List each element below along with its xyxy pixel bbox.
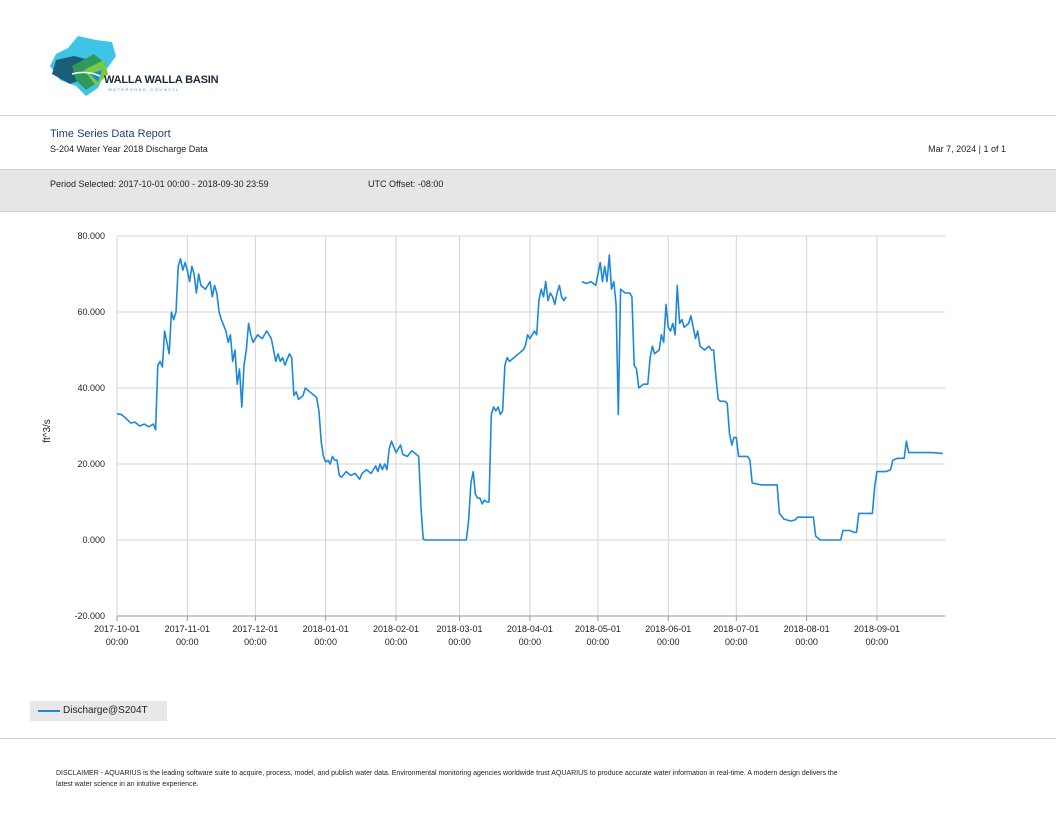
x-tick-label: 2018-08-01 — [784, 624, 830, 634]
x-tick-time: 00:00 — [795, 637, 818, 647]
x-tick-label: 2018-09-01 — [854, 624, 900, 634]
report-date: Mar 7, 2024 | 1 of 1 — [928, 144, 1006, 154]
disclaimer: DISCLAIMER - AQUARIUS is the leading sof… — [56, 770, 838, 788]
x-tick-time: 00:00 — [519, 637, 542, 647]
period-selected: Period Selected: 2017-10-01 00:00 - 2018… — [50, 179, 269, 189]
discharge-series-line — [116, 257, 567, 541]
x-tick-time: 00:00 — [725, 637, 748, 647]
x-tick-time: 00:00 — [385, 637, 408, 647]
discharge-chart: -20.000 0.000 20.000 40.000 60.000 80.000 201… — [42, 231, 945, 647]
y-tick-label: -20.000 — [74, 611, 105, 621]
x-tick-label: 2017-12-01 — [232, 624, 278, 634]
report-subtitle: S-204 Water Year 2018 Discharge Data — [50, 144, 208, 154]
report-title: Time Series Data Report — [50, 128, 171, 140]
logo-text: WALLA WALLA BASIN — [104, 74, 219, 86]
y-tick-label: 60.000 — [77, 307, 105, 317]
y-tick-label: 80.000 — [77, 231, 105, 241]
y-axis-label: ft^3/s — [42, 419, 53, 443]
x-tick-label: 2017-11-01 — [165, 624, 210, 634]
x-tick-label: 2018-03-01 — [437, 624, 483, 634]
logo-subtext: WATERSHED COUNCIL — [108, 87, 180, 92]
x-tick-time: 00:00 — [244, 637, 267, 647]
logo-graphic — [50, 36, 116, 96]
x-tick-time: 00:00 — [587, 637, 610, 647]
info-bar: Period Selected: 2017-10-01 00:00 - 2018… — [0, 169, 1056, 212]
legend: Discharge@S204T — [30, 701, 167, 721]
x-tick-time: 00:00 — [657, 637, 680, 647]
utc-offset: UTC Offset: -08:00 — [368, 179, 444, 189]
x-tick-label: 2018-02-01 — [373, 624, 419, 634]
footer-divider — [0, 738, 1056, 739]
x-tick-label: 2018-06-01 — [645, 624, 691, 634]
x-tick-label: 2017-10-01 — [94, 624, 140, 634]
x-tick-time: 00:00 — [448, 637, 471, 647]
y-axis-ticks: -20.000 0.000 20.000 40.000 60.000 80.000 — [74, 231, 105, 621]
x-tick-label: 2018-07-01 — [713, 624, 759, 634]
watershed-council-logo — [46, 30, 206, 100]
x-tick-time: 00:00 — [106, 637, 129, 647]
x-tick-time: 00:00 — [866, 637, 889, 647]
x-tick-label: 2018-01-01 — [303, 624, 349, 634]
legend-label: Discharge@S204T — [63, 705, 148, 716]
x-tick-time: 00:00 — [176, 637, 199, 647]
legend-swatch — [38, 710, 60, 712]
x-axis-ticks: 2017-10-01 00:00 2017-11-01 00:00 2017-12-01… — [94, 624, 900, 647]
series-lines — [116, 254, 943, 541]
x-tick-label: 2018-05-01 — [575, 624, 621, 634]
y-tick-label: 0.000 — [82, 535, 105, 545]
y-tick-label: 40.000 — [77, 383, 105, 393]
x-tick-label: 2018-04-01 — [507, 624, 553, 634]
discharge-series-line — [581, 254, 943, 541]
y-tick-label: 20.000 — [77, 459, 105, 469]
chart-grid — [116, 235, 945, 621]
header-divider — [0, 115, 1056, 116]
x-tick-time: 00:00 — [314, 637, 337, 647]
